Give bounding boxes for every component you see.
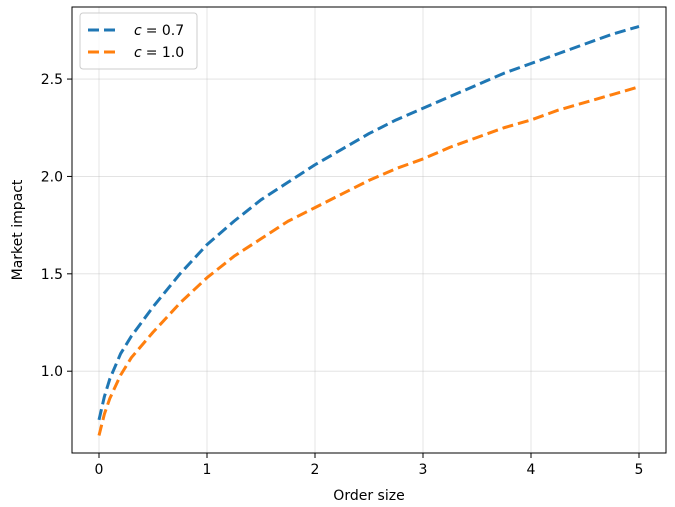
- plot-area-frame: [71, 6, 667, 454]
- y-tick-label-3: 2.5: [41, 72, 63, 88]
- legend-entry-c-0.7-value: = 0.7: [146, 23, 184, 39]
- y-tick-label-2: 2.0: [41, 169, 63, 185]
- legend-entry-c-0.7-symbol: c: [134, 23, 142, 39]
- x-tick-label-0: 0: [95, 462, 104, 478]
- legend-entry-c-0.7: c = 0.7: [134, 23, 184, 39]
- x-axis-label: Order size: [333, 488, 404, 504]
- legend-entry-c-1.0-value: = 1.0: [146, 45, 184, 61]
- x-tick-label-3: 3: [419, 462, 428, 478]
- x-tick-label-5: 5: [635, 462, 644, 478]
- x-tick-label-1: 1: [203, 462, 212, 478]
- legend: c = 0.7 c = 1.0: [79, 12, 198, 70]
- legend-box: [79, 12, 198, 70]
- grid: [72, 7, 666, 453]
- legend-entry-c-1.0: c = 1.0: [134, 45, 184, 61]
- series-lines: [97, 25, 640, 436]
- y-axis-label: Market impact: [10, 179, 26, 280]
- y-tick-label-1: 1.5: [41, 267, 63, 283]
- x-tick-label-2: 2: [311, 462, 320, 478]
- x-tick-label-4: 4: [527, 462, 536, 478]
- axis-ticks: 0 1 2 3 4 5 1.0 1.5 2.0 2.5: [41, 72, 644, 478]
- series-line-0: [97, 25, 640, 421]
- series-line-1: [97, 85, 640, 436]
- legend-entry-c-1.0-symbol: c: [134, 45, 142, 61]
- y-tick-label-0: 1.0: [41, 364, 63, 380]
